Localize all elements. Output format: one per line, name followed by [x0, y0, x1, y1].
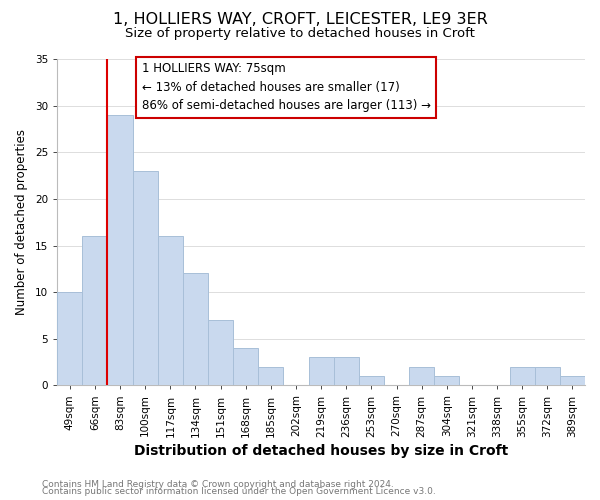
Bar [308, 358, 334, 386]
Y-axis label: Number of detached properties: Number of detached properties [15, 129, 28, 315]
Bar [158, 236, 183, 386]
Text: Contains public sector information licensed under the Open Government Licence v3: Contains public sector information licen… [42, 487, 436, 496]
Bar [82, 236, 107, 386]
Bar [183, 274, 208, 386]
Bar [334, 358, 359, 386]
Bar [57, 292, 82, 386]
Bar [409, 367, 434, 386]
Bar [233, 348, 258, 386]
Bar [107, 115, 133, 386]
Bar [535, 367, 560, 386]
Bar [509, 367, 535, 386]
Bar [258, 367, 283, 386]
Bar [560, 376, 585, 386]
Bar [208, 320, 233, 386]
Text: Contains HM Land Registry data © Crown copyright and database right 2024.: Contains HM Land Registry data © Crown c… [42, 480, 394, 489]
Text: Size of property relative to detached houses in Croft: Size of property relative to detached ho… [125, 28, 475, 40]
Bar [133, 171, 158, 386]
Text: 1, HOLLIERS WAY, CROFT, LEICESTER, LE9 3ER: 1, HOLLIERS WAY, CROFT, LEICESTER, LE9 3… [113, 12, 487, 28]
Bar [434, 376, 460, 386]
Bar [359, 376, 384, 386]
Text: 1 HOLLIERS WAY: 75sqm
← 13% of detached houses are smaller (17)
86% of semi-deta: 1 HOLLIERS WAY: 75sqm ← 13% of detached … [142, 62, 431, 112]
X-axis label: Distribution of detached houses by size in Croft: Distribution of detached houses by size … [134, 444, 508, 458]
